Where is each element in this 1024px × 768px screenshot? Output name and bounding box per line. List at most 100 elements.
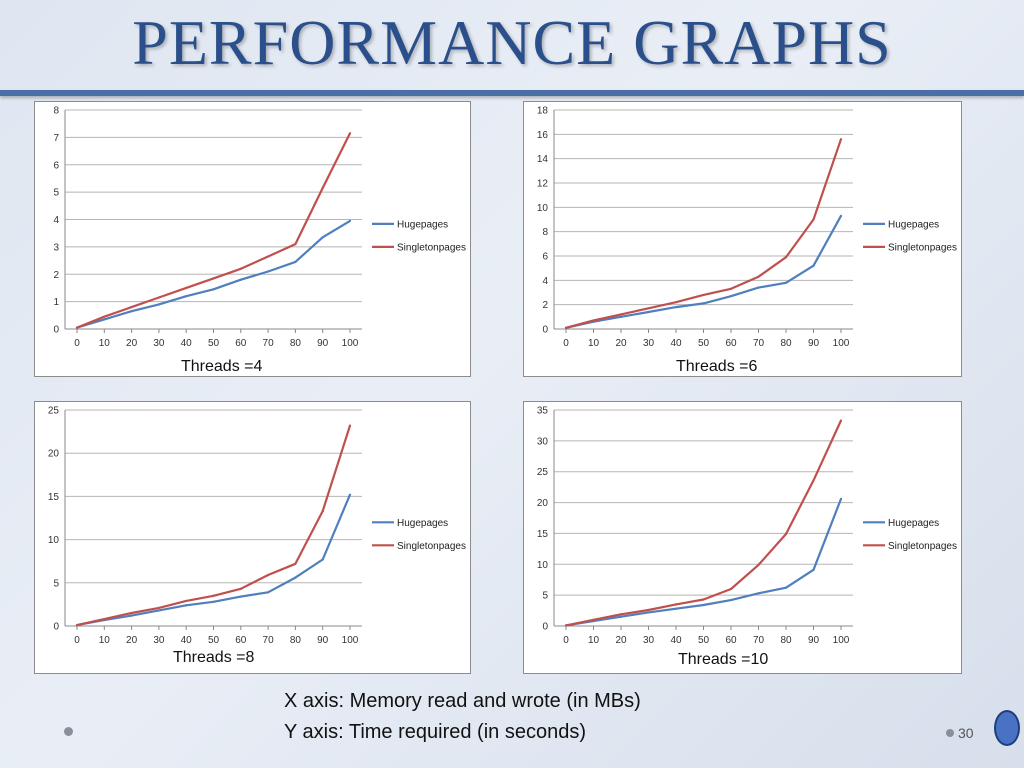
x-tick-label: 50 [698, 635, 710, 646]
data-point [839, 497, 843, 500]
y-tick-label: 20 [537, 498, 549, 509]
data-point [564, 326, 568, 329]
x-tick-label: 100 [833, 338, 850, 349]
legend-label: Hugepages [888, 219, 939, 230]
x-tick-label: 40 [181, 635, 193, 646]
data-point [294, 576, 297, 579]
data-point [702, 603, 705, 607]
x-tick-label: 0 [563, 338, 569, 349]
data-point [784, 532, 788, 536]
x-axis-note: X axis: Memory read and wrote (in MBs) [284, 690, 641, 712]
data-point [757, 286, 760, 289]
data-point [647, 307, 650, 310]
bullet-dot [946, 729, 954, 737]
x-tick-label: 80 [290, 635, 302, 646]
data-point [729, 287, 733, 290]
data-point [157, 303, 160, 306]
y-tick-label: 15 [48, 492, 60, 503]
chart-panel-threads-10: 0 5 10 15 20 25 30 35 0 10 20 30 40 50 60 70 80 90 100 Huge… [523, 401, 962, 674]
chart-caption: Threads =10 [678, 651, 769, 668]
x-tick-label: 70 [753, 635, 765, 646]
y-tick-label: 2 [542, 300, 548, 311]
data-point [130, 306, 133, 309]
data-point [839, 214, 843, 217]
data-point [674, 301, 678, 304]
x-tick-label: 0 [74, 635, 80, 646]
x-tick-label: 40 [181, 338, 193, 349]
y-tick-label: 20 [48, 449, 60, 460]
data-point [185, 286, 188, 290]
data-point [212, 600, 215, 603]
legend-label: Singletonpages [888, 541, 957, 552]
x-tick-label: 30 [153, 635, 165, 646]
data-point [839, 138, 843, 141]
y-tick-label: 0 [53, 622, 59, 633]
chart-caption: Threads =6 [676, 358, 758, 375]
data-point [702, 598, 705, 601]
data-point [619, 615, 623, 618]
legend-label: Singletonpages [397, 541, 466, 552]
data-point [239, 267, 242, 270]
y-tick-label: 25 [537, 467, 549, 478]
y-tick-label: 0 [542, 325, 548, 336]
x-tick-label: 50 [208, 635, 220, 646]
y-tick-label: 18 [537, 106, 549, 117]
y-tick-label: 6 [542, 252, 548, 263]
chart-panel-threads-4: 0 1 2 3 4 5 6 7 8 0 10 20 30 40 50 60 70 80 90 100 Hugepages… [34, 101, 471, 377]
data-point [729, 587, 733, 591]
x-tick-label: 90 [808, 635, 820, 646]
data-point [592, 618, 595, 621]
y-tick-label: 5 [542, 591, 548, 602]
data-point [348, 424, 352, 427]
y-tick-label: 5 [53, 188, 59, 199]
title-divider [0, 90, 1024, 96]
data-point [592, 319, 595, 322]
data-point [674, 306, 678, 309]
data-point [812, 218, 815, 221]
chart-panel-threads-6: 0 2 4 6 8 10 12 14 16 18 0 10 20 30 40 50 60 70 80 90 100 Hug… [523, 101, 962, 377]
x-tick-label: 70 [753, 338, 765, 349]
y-tick-label: 4 [53, 215, 59, 226]
data-point [157, 609, 160, 612]
data-point [348, 132, 352, 135]
data-point [157, 606, 160, 609]
y-tick-label: 10 [537, 560, 549, 571]
chart-panel-threads-8: 0 5 10 15 20 25 0 10 20 30 40 50 60 70 80 90 100 Hugepage… [34, 401, 471, 674]
y-tick-label: 6 [53, 160, 59, 171]
bullet-dot [64, 727, 73, 736]
data-point [729, 598, 733, 602]
x-tick-label: 100 [833, 635, 850, 646]
y-tick-label: 1 [53, 297, 59, 308]
y-tick-label: 15 [537, 529, 549, 540]
data-point [757, 592, 760, 595]
data-point [757, 563, 760, 567]
x-tick-label: 90 [317, 635, 329, 646]
x-tick-label: 10 [99, 635, 111, 646]
data-point [130, 310, 133, 313]
data-point [757, 275, 760, 278]
x-tick-label: 30 [643, 338, 655, 349]
data-point [784, 281, 788, 284]
data-point [812, 479, 815, 482]
data-point [839, 419, 843, 422]
y-tick-label: 30 [537, 436, 549, 447]
x-tick-label: 90 [808, 338, 820, 349]
legend-label: Singletonpages [888, 242, 957, 253]
data-point [103, 315, 106, 318]
legend-label: Hugepages [397, 518, 448, 529]
series-line-hugepages [76, 494, 352, 627]
data-point [294, 562, 297, 565]
data-point [784, 586, 788, 589]
data-point [267, 591, 270, 594]
data-point [75, 326, 79, 329]
data-point [239, 595, 242, 598]
data-point [564, 624, 568, 627]
nav-oval-button[interactable] [994, 710, 1020, 746]
x-tick-label: 30 [153, 338, 165, 349]
x-tick-label: 100 [342, 338, 359, 349]
y-tick-label: 8 [53, 106, 59, 117]
y-axis-note: Y axis: Time required (in seconds) [284, 721, 586, 743]
chart-caption: Threads =4 [181, 358, 263, 375]
x-tick-label: 20 [126, 338, 138, 349]
